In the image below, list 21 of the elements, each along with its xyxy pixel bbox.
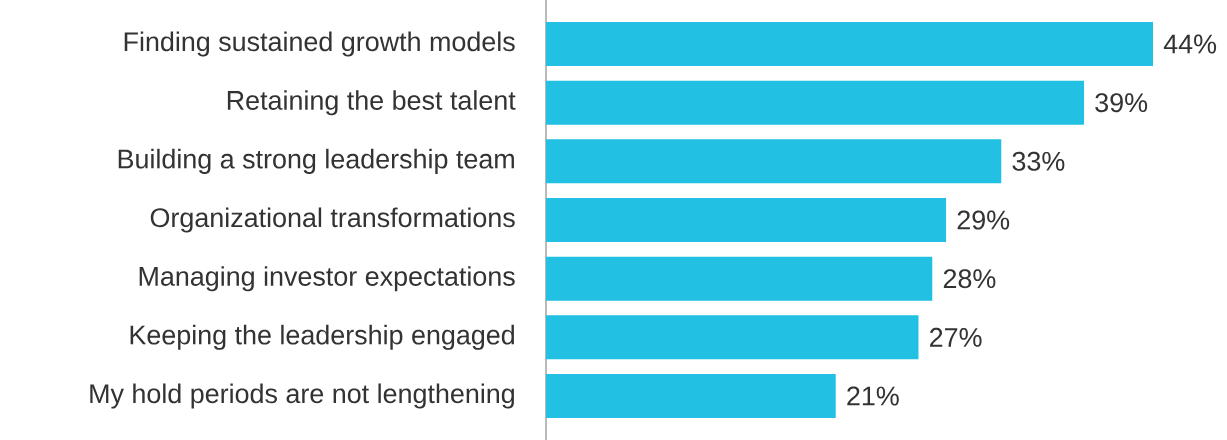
y-tick-label: Building a strong leadership team [118, 148, 514, 174]
data-label: 29% [957, 210, 1010, 230]
data-label: 33% [1012, 151, 1065, 171]
data-label: 28% [943, 269, 996, 289]
y-tick-label: My hold periods are not lengthening [90, 383, 514, 409]
bar [546, 256, 933, 301]
bar [546, 139, 1002, 184]
bar [546, 315, 919, 360]
data-label: 21% [847, 386, 899, 406]
y-tick-label: Retaining the best talent [227, 90, 516, 116]
y-tick-label: Managing investor expectations [139, 266, 515, 292]
bar [546, 374, 836, 419]
y-tick-label: Organizational transformations [150, 207, 515, 233]
y-tick-label: Keeping the leadership engaged [130, 324, 514, 350]
bar [546, 80, 1085, 125]
data-label: 27% [930, 327, 982, 347]
bar [546, 198, 947, 243]
y-tick-label: Finding sustained growth models [124, 31, 515, 57]
data-label: 44% [1163, 34, 1217, 54]
bar [546, 22, 1154, 67]
data-label: 39% [1095, 93, 1148, 113]
